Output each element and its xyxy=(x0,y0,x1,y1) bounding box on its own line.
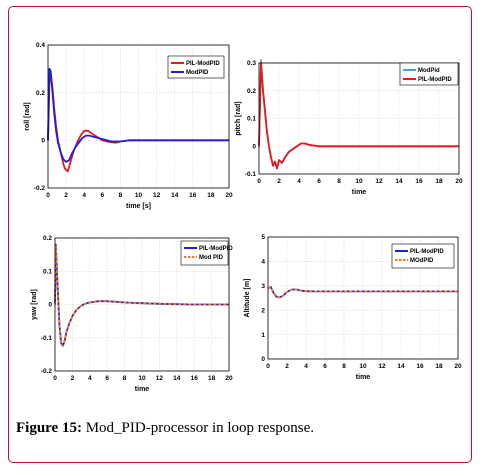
y-tick-label: 3 xyxy=(261,283,265,290)
x-tick-label: 4 xyxy=(297,178,301,185)
x-tick-label: 14 xyxy=(171,192,179,199)
y-tick-label: -0.1 xyxy=(245,171,257,178)
x-tick-label: 2 xyxy=(71,375,75,382)
x-tick-label: 14 xyxy=(395,178,403,185)
y-tick-label: -0.2 xyxy=(34,185,46,192)
y-tick-label: -0.2 xyxy=(41,368,53,375)
chart-2: 0 2 4 6 8 10 12 14 16 18 20-0.100.10.20.3ModPidPIL… xyxy=(235,59,463,196)
figure-frame xyxy=(8,6,472,463)
caption-label: Figure 15: xyxy=(16,420,82,436)
series-line-2 xyxy=(54,243,229,348)
y-tick-label: 0.3 xyxy=(247,60,256,67)
x-tick-label: 12 xyxy=(378,363,386,370)
x-tick-label: 0 xyxy=(257,178,261,185)
chart-4: 0 2 4 6 8 10 12 14 16 18 20012345PIL-ModPIDMOdPIDt… xyxy=(244,234,462,381)
x-tick-label: 8 xyxy=(123,375,127,382)
series-line-2 xyxy=(258,62,459,170)
x-tick-label: 0 xyxy=(46,192,50,199)
x-tick-label: 8 xyxy=(119,192,123,199)
y-tick-label: 2 xyxy=(261,307,265,314)
y-axis-label: yaw [rad] xyxy=(31,289,38,320)
x-tick-label: 10 xyxy=(138,375,146,382)
series-line-2 xyxy=(47,67,229,163)
x-tick-label: 6 xyxy=(317,178,321,185)
x-tick-label: 16 xyxy=(416,363,424,370)
y-tick-label: 0 xyxy=(48,302,52,309)
legend-label: Mod PID xyxy=(199,255,224,261)
x-tick-label: 2 xyxy=(277,178,281,185)
plot-frame xyxy=(47,44,230,189)
x-tick-label: 20 xyxy=(225,192,233,199)
y-axis-label: roll [rad] xyxy=(24,102,31,130)
legend-box xyxy=(391,243,455,269)
x-tick-label: 18 xyxy=(435,363,443,370)
legend-label: PIL-ModPID xyxy=(186,61,220,67)
y-tick-label: 4 xyxy=(261,259,265,266)
x-tick-label: 16 xyxy=(415,178,423,185)
y-tick-label: 5 xyxy=(261,234,265,241)
x-tick-label: 18 xyxy=(208,375,216,382)
x-tick-label: 6 xyxy=(105,375,109,382)
x-tick-label: 0 xyxy=(53,375,57,382)
x-tick-label: 16 xyxy=(189,192,197,199)
x-tick-label: 4 xyxy=(88,375,92,382)
x-tick-label: 6 xyxy=(100,192,104,199)
x-tick-label: 10 xyxy=(359,363,367,370)
legend-label: PIL-ModPID xyxy=(410,249,444,255)
x-tick-label: 10 xyxy=(355,178,363,185)
x-tick-label: 12 xyxy=(156,375,164,382)
y-tick-label: 0 xyxy=(261,356,265,363)
plot-frame xyxy=(258,62,460,175)
chart-3: 0 2 4 6 8 10 12 14 16 18 20 -0.2 -0.1 0 0.1 0.2 PIL-ModP… xyxy=(31,235,233,393)
y-axis-label: pitch [rad] xyxy=(235,101,242,135)
legend-label: ModPid xyxy=(418,68,440,74)
x-tick-label: 14 xyxy=(173,375,181,382)
x-tick-label: 20 xyxy=(454,363,462,370)
y-tick-label: 0.2 xyxy=(36,90,45,97)
y-axis-label: Altitude [m] xyxy=(244,279,251,318)
legend-label: ModPID xyxy=(186,70,209,76)
x-tick-label: 18 xyxy=(435,178,443,185)
figure-caption: Figure 15: Mod_PID-processor in loop res… xyxy=(16,420,314,437)
y-tick-label: 0.4 xyxy=(36,42,45,49)
x-tick-label: 4 xyxy=(304,363,308,370)
y-tick-label: 0.1 xyxy=(43,268,52,275)
y-tick-label: -0.1 xyxy=(41,335,53,342)
x-tick-label: 8 xyxy=(337,178,341,185)
x-tick-label: 2 xyxy=(285,363,289,370)
x-axis-label: time xyxy=(135,386,150,393)
y-tick-label: 1 xyxy=(261,332,265,339)
x-tick-label: 8 xyxy=(342,363,346,370)
x-axis-label: time xyxy=(352,189,367,196)
y-tick-label: 0.2 xyxy=(247,88,256,95)
y-tick-label: 0.1 xyxy=(247,116,256,123)
x-tick-label: 2 xyxy=(64,192,68,199)
legend-label: PIL-ModPID xyxy=(418,77,452,83)
y-tick-label: 0 xyxy=(41,138,45,145)
legend-label: MOdPID xyxy=(410,258,434,264)
x-tick-label: 14 xyxy=(397,363,405,370)
x-tick-label: 18 xyxy=(207,192,215,199)
x-tick-label: 20 xyxy=(225,375,233,382)
x-axis-label: time [s] xyxy=(126,203,151,210)
caption-text: Mod_PID-processor in loop response. xyxy=(85,420,315,436)
plot-frame xyxy=(54,237,230,372)
y-tick-label: 0 xyxy=(252,143,256,150)
legend-box xyxy=(180,240,229,266)
x-tick-label: 16 xyxy=(191,375,199,382)
x-tick-label: 12 xyxy=(375,178,383,185)
x-tick-label: 10 xyxy=(135,192,143,199)
legend-label: PIL-ModPID xyxy=(199,246,233,252)
x-tick-label: 4 xyxy=(82,192,86,199)
plot-frame xyxy=(267,236,459,360)
x-tick-label: 0 xyxy=(266,363,270,370)
x-tick-label: 6 xyxy=(323,363,327,370)
series-line-2 xyxy=(267,286,458,299)
x-tick-label: 20 xyxy=(455,178,463,185)
x-axis-label: time xyxy=(356,374,371,381)
chart-1: 0 2 4 6 8 10 12 14 16 18 20-0.200.20.4PIL-ModPIDMo… xyxy=(24,42,233,210)
y-tick-label: 0.2 xyxy=(43,235,52,242)
x-tick-label: 12 xyxy=(153,192,161,199)
